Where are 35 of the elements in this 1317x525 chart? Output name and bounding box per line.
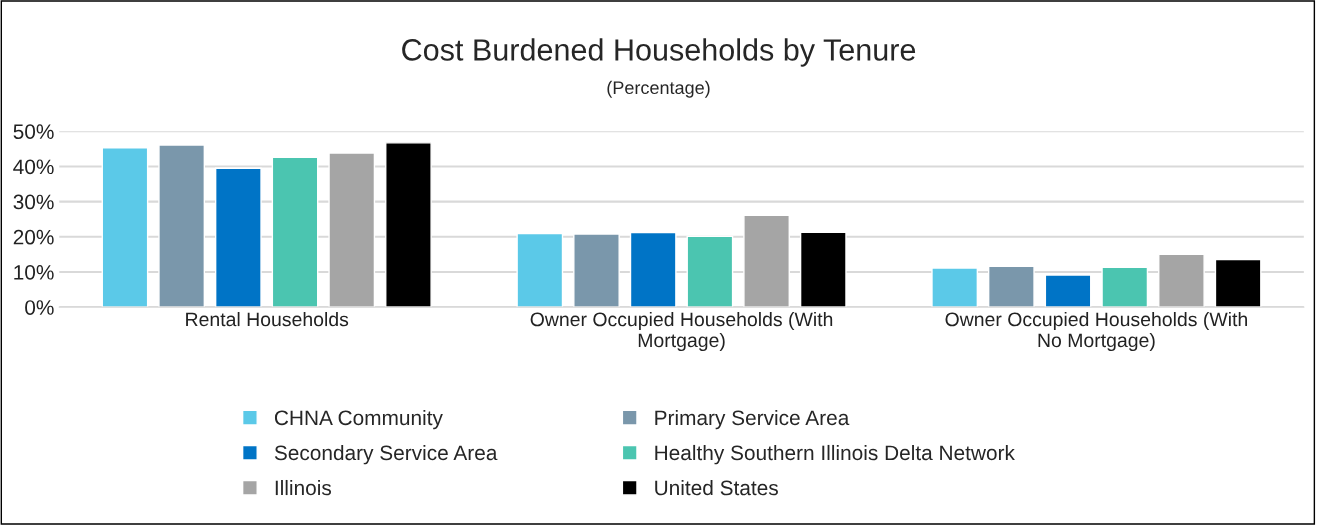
bar (573, 233, 620, 308)
legend-label: Healthy Southern Illinois Delta Network (655, 444, 1015, 465)
bar (101, 147, 149, 308)
bar (799, 231, 847, 308)
x-tick-label: Rental Households (186, 311, 349, 327)
legend-label: United States (655, 479, 778, 496)
bar (1044, 274, 1092, 308)
bar (328, 152, 376, 308)
y-tick-label: 10% (14, 264, 54, 280)
bar (214, 167, 262, 308)
chart-subtitle: (Percentage) (607, 80, 710, 98)
y-tick-label: 40% (13, 159, 54, 175)
chart-title: Cost Burdened Households by Tenure (402, 38, 916, 67)
bar (1158, 253, 1205, 308)
x-tick-label: Owner Occupied Households (With No Mortgage) (945, 311, 1247, 352)
legend-label: CHNA Community (274, 409, 443, 430)
legend-label: Primary Service Area (655, 409, 850, 430)
x-tick-label: Owner Occupied Households (With Mortgage) (530, 311, 833, 352)
bar (271, 156, 319, 308)
y-tick-label: 20% (13, 229, 54, 245)
bar (516, 232, 564, 308)
bar (629, 231, 677, 308)
legend-label: Secondary Service Area (274, 444, 498, 465)
bar (686, 235, 734, 308)
y-tick-label: 0% (25, 300, 54, 315)
bar (385, 142, 432, 308)
bar (743, 214, 790, 308)
bar (1214, 258, 1262, 308)
bar (1101, 266, 1149, 308)
y-tick-label: 50% (13, 124, 54, 139)
bar (987, 265, 1035, 308)
legend-label: Illinois (275, 479, 332, 496)
bar (158, 144, 206, 308)
bar (931, 267, 979, 308)
y-tick-label: 30% (13, 194, 54, 210)
